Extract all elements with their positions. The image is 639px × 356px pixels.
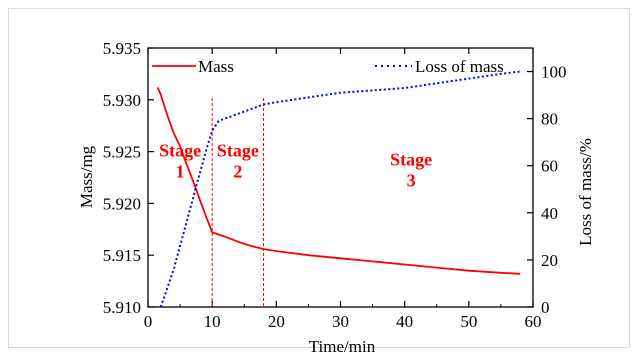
y2-tick-label: 60 [541, 157, 558, 176]
x-tick-label: 30 [332, 312, 349, 331]
stage-label: Stage [217, 140, 259, 160]
x-tick-label: 0 [144, 312, 153, 331]
y-tick-label: 5.910 [103, 298, 141, 317]
y-tick-label: 5.935 [103, 39, 141, 58]
x-tick-label: 10 [204, 312, 221, 331]
stage-number: 3 [407, 171, 416, 191]
stage-number: 1 [176, 161, 185, 181]
stage-dividers [211, 98, 264, 307]
y-tick-label: 5.925 [103, 143, 141, 162]
y2-axis-title: Loss of mass/% [576, 138, 595, 246]
y-tick-label: 5.915 [103, 246, 141, 265]
legend-loss-label: Loss of mass [415, 57, 504, 76]
y2-tick-label: 20 [541, 251, 558, 270]
x-axis-title: Time/min [309, 337, 376, 356]
mass-series [156, 87, 521, 275]
stage-label: Stage [390, 150, 432, 170]
plot-area-border [147, 47, 534, 308]
y-axis-title: Mass/mg [77, 145, 96, 208]
y2-tick-label: 80 [541, 110, 558, 129]
loss-of-mass-series [159, 70, 521, 308]
x-tick-label: 50 [460, 312, 477, 331]
series-layer [156, 70, 521, 308]
legend: Mass Loss of mass [152, 57, 504, 76]
axes [147, 47, 534, 308]
figure-frame [8, 8, 630, 348]
ticks: 0 10 20 30 40 50 605.9105.9155.9205.9255.9305.… [103, 39, 567, 331]
stage-label: Stage [159, 140, 201, 160]
y-tick-label: 5.920 [103, 194, 141, 213]
y2-tick-label: 100 [541, 63, 567, 82]
x-tick-label: 20 [268, 312, 285, 331]
y2-tick-label: 40 [541, 204, 558, 223]
x-tick-label: 40 [396, 312, 413, 331]
x-tick-label: 60 [525, 312, 542, 331]
y-tick-label: 5.930 [103, 91, 141, 110]
legend-mass-label: Mass [198, 57, 234, 76]
y2-tick-label: 0 [541, 298, 550, 317]
stage-number: 2 [233, 161, 242, 181]
